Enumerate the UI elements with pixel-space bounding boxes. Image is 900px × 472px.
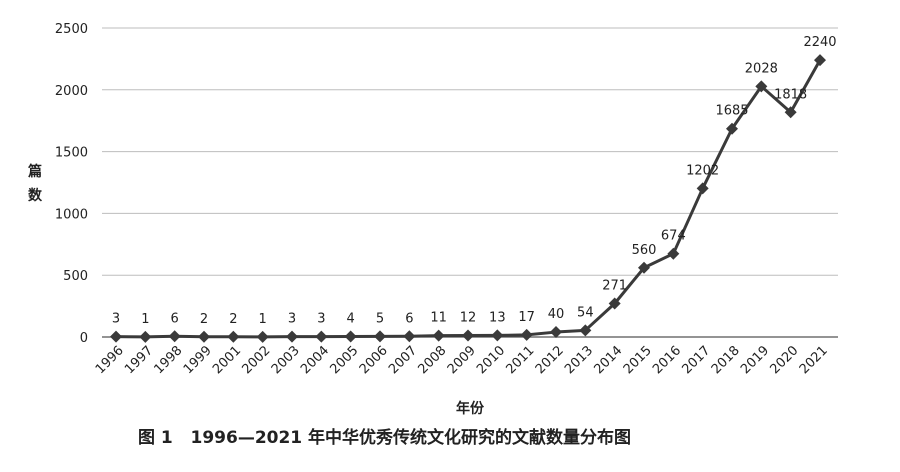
x-tick-label: 2019 [738, 343, 772, 377]
x-axis-label: 年份 [456, 400, 485, 417]
data-point-marker [168, 330, 181, 343]
y-axis-label-char-2: 数 [28, 187, 43, 204]
x-tick-label: 2013 [562, 343, 596, 377]
x-tick-label: 1999 [181, 343, 215, 377]
data-label: 674 [661, 229, 686, 244]
x-tick-labels: 1996199719981999200120022003200420052006… [93, 343, 831, 377]
x-tick-label: 2020 [767, 343, 801, 377]
x-tick-label: 2004 [298, 343, 332, 377]
y-axis-label-char-1: 篇 [27, 163, 42, 180]
data-point-marker [755, 80, 768, 93]
data-label: 11 [430, 311, 447, 326]
series-polyline [115, 59, 822, 339]
data-label: 3 [317, 312, 325, 327]
x-tick-label: 2021 [797, 343, 831, 377]
x-tick-label: 2010 [474, 343, 508, 377]
data-point-marker [462, 329, 474, 342]
y-tick-label: 2000 [55, 84, 88, 99]
x-tick-label: 1998 [151, 343, 185, 377]
data-point-marker [491, 329, 504, 342]
data-label: 1202 [686, 163, 719, 178]
data-point-marker [608, 297, 621, 310]
x-tick-label: 2014 [591, 343, 625, 377]
data-point-marker [374, 330, 386, 343]
data-label: 2 [200, 312, 208, 327]
data-point-marker [315, 330, 328, 343]
data-point-marker [696, 182, 709, 195]
data-label: 1 [259, 312, 267, 327]
x-tick-label: 2007 [386, 343, 420, 377]
x-tick-label: 2016 [650, 343, 684, 377]
data-label: 13 [489, 310, 506, 325]
data-label: 2 [229, 312, 237, 327]
data-point-marker [784, 106, 797, 119]
data-point-marker [667, 247, 680, 260]
y-tick-labels: 0 500 1000 1500 2000 2500 [55, 22, 88, 346]
x-tick-label: 2008 [415, 343, 449, 377]
data-label: 17 [518, 310, 535, 325]
y-tick-label: 1000 [55, 207, 88, 222]
data-label: 6 [405, 311, 413, 326]
x-tick-label: 2017 [679, 343, 713, 377]
data-point-marker [344, 330, 357, 343]
data-point-marker [139, 330, 152, 343]
data-label: 4 [347, 312, 355, 327]
x-tick-label: 2001 [210, 343, 244, 377]
x-tick-label: 2003 [269, 343, 303, 377]
data-point-marker [814, 54, 826, 67]
y-tick-label: 1500 [55, 146, 88, 161]
data-point-marker [432, 329, 445, 342]
data-point-marker [227, 330, 240, 343]
grid-lines [102, 27, 838, 338]
data-point-marker [286, 330, 298, 343]
data-point-marker [550, 326, 562, 339]
data-label: 1 [141, 312, 149, 327]
x-tick-label: 1996 [93, 343, 127, 377]
x-tick-label: 2006 [357, 343, 391, 377]
data-markers [110, 54, 826, 343]
data-label: 6 [171, 311, 179, 326]
data-point-marker [256, 330, 269, 343]
data-label: 1685 [715, 104, 748, 119]
data-labels: 3 1 6 2 2 1 3 3 4 5 6 11 12 13 17 40 5427156067412021685… [112, 35, 837, 327]
x-tick-label: 2005 [327, 343, 361, 377]
data-point-marker [520, 328, 533, 341]
x-tick-label: 2018 [709, 343, 743, 377]
data-label: 5 [376, 311, 384, 326]
x-tick-label: 2002 [239, 343, 273, 377]
data-point-marker [726, 122, 738, 135]
data-label: 12 [460, 311, 477, 326]
data-point-marker [198, 330, 210, 343]
data-label: 560 [632, 243, 657, 258]
data-point-marker [579, 324, 592, 337]
x-tick-label: 2009 [445, 343, 479, 377]
data-label: 2028 [745, 61, 778, 76]
data-label: 3 [288, 312, 296, 327]
data-label: 40 [548, 307, 565, 322]
data-point-marker [638, 261, 650, 274]
data-point-marker [110, 330, 122, 343]
x-tick-label: 1997 [122, 343, 156, 377]
data-point-marker [403, 330, 416, 343]
y-tick-label: 0 [80, 331, 88, 346]
x-tick-label: 2011 [503, 343, 537, 377]
figure-caption: 图 1 1996—2021 年中华优秀传统文化研究的文献数量分布图 [138, 427, 631, 448]
series-line [115, 59, 822, 339]
data-label: 54 [577, 305, 594, 320]
x-tick-label: 2015 [621, 343, 655, 377]
data-label: 3 [112, 312, 120, 327]
data-label: 2240 [803, 35, 836, 50]
data-label: 271 [602, 279, 627, 294]
x-tick-label: 2012 [533, 343, 567, 377]
y-tick-label: 500 [63, 269, 88, 284]
data-label: 1818 [774, 87, 807, 102]
y-tick-label: 2500 [55, 22, 88, 37]
